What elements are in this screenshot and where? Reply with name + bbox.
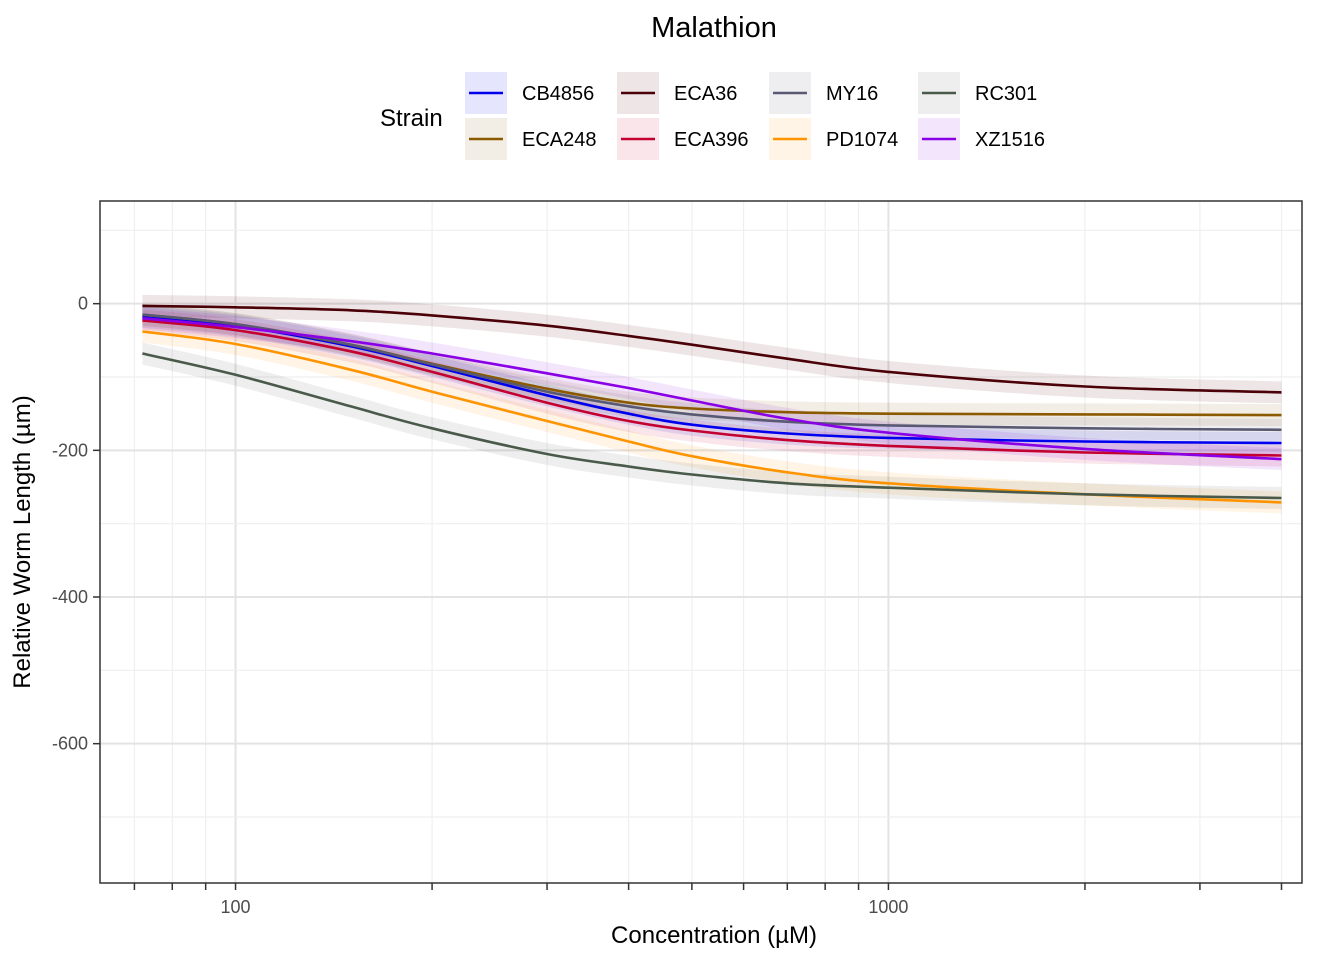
- x-tick-label: 100: [221, 897, 251, 917]
- y-tick-label: -400: [52, 587, 88, 607]
- legend-item-my16: MY16: [769, 72, 878, 114]
- x-tick-label: 1000: [868, 897, 908, 917]
- band-pd1074: [142, 320, 1282, 514]
- legend-label: XZ1516: [975, 129, 1045, 151]
- legend-item-eca36: ECA36: [617, 72, 737, 114]
- series-line-rc301: [142, 352, 1282, 500]
- legend-item-eca396: ECA396: [617, 118, 749, 160]
- legend-label: ECA36: [674, 83, 737, 105]
- series-lines: [142, 304, 1282, 504]
- series-line-cb4856: [142, 315, 1282, 445]
- y-tick-label: -600: [52, 734, 88, 754]
- series-line-my16: [142, 313, 1282, 432]
- band-cb4856: [142, 305, 1282, 454]
- axes: 100 1000 0 -200 -400 -600: [52, 294, 1283, 917]
- plot-border: [99, 200, 1303, 884]
- series-line-eca396: [142, 319, 1282, 457]
- chart-title: Malathion: [651, 12, 777, 44]
- legend-item-cb4856: CB4856: [465, 72, 594, 114]
- y-tick-label: 0: [78, 294, 88, 314]
- series-line-xz1516: [142, 317, 1282, 461]
- band-my16: [142, 303, 1282, 441]
- legend-title: Strain: [380, 105, 443, 132]
- legend-item-pd1074: PD1074: [769, 118, 898, 160]
- y-axis-title: Relative Worm Length (µm): [9, 395, 36, 688]
- legend-label: CB4856: [522, 83, 594, 105]
- legend-label: MY16: [826, 83, 878, 105]
- band-xz1516: [142, 307, 1282, 471]
- band-eca396: [142, 309, 1282, 467]
- x-axis-title: Concentration (µM): [611, 922, 817, 949]
- legend-item-eca248: ECA248: [465, 118, 597, 160]
- legend-label: RC301: [975, 83, 1037, 105]
- legend-label: PD1074: [826, 129, 898, 151]
- legend-item-rc301: RC301: [918, 72, 1037, 114]
- band-eca36: [142, 294, 1282, 404]
- legend-label: ECA396: [674, 129, 749, 151]
- legend-label: ECA248: [522, 129, 597, 151]
- legend: Strain CB4856 ECA248 ECA36 ECA396 MY16 PD1074…: [380, 72, 1045, 160]
- series-line-eca36: [142, 304, 1282, 394]
- plot-panel: [100, 201, 1302, 883]
- y-tick-label: -200: [52, 440, 88, 460]
- legend-item-xz1516: XZ1516: [918, 118, 1045, 160]
